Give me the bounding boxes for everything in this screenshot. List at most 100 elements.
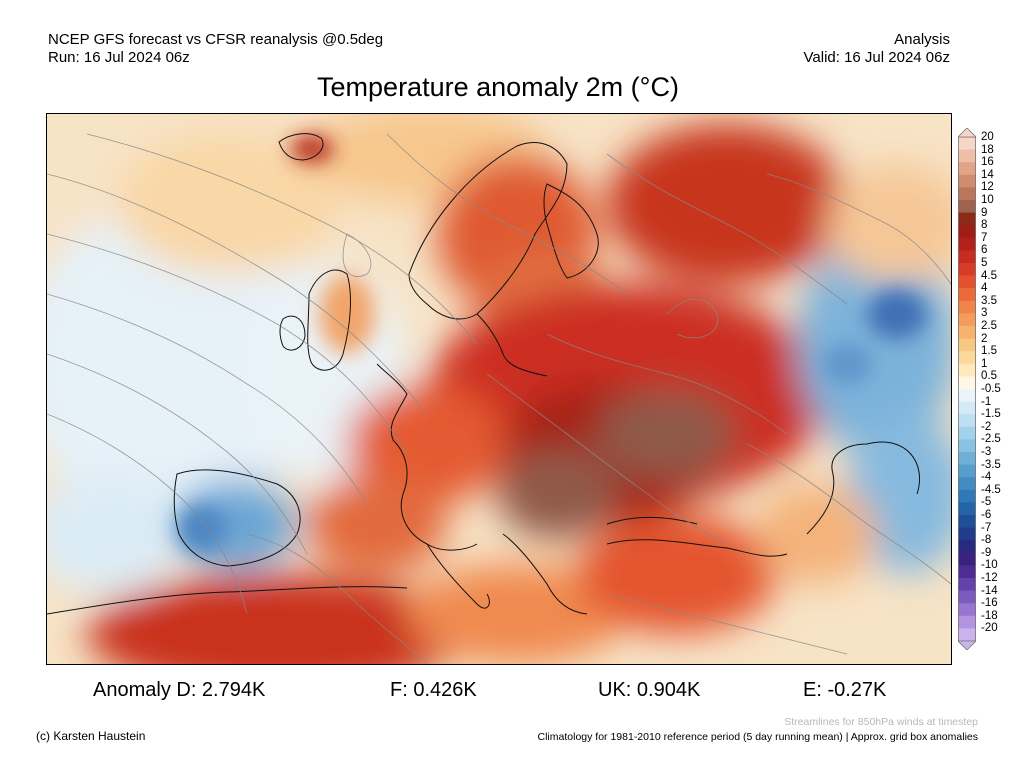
colorbar-swatch bbox=[958, 363, 976, 377]
colorbar-bottom-arrow bbox=[958, 640, 976, 650]
map-title: Temperature anomaly 2m (°C) bbox=[317, 72, 679, 102]
colorbar-label: 16 bbox=[981, 156, 994, 169]
colorbar-label: 2.5 bbox=[981, 320, 997, 332]
anomaly-map-svg bbox=[47, 114, 951, 664]
colorbar-swatch bbox=[958, 275, 976, 289]
colorbar-swatch bbox=[958, 288, 976, 302]
colorbar-swatch bbox=[958, 439, 976, 453]
colorbar-label: -16 bbox=[981, 597, 998, 610]
colorbar-label: 1.5 bbox=[981, 345, 997, 358]
colorbar-label: -2 bbox=[981, 420, 992, 433]
colorbar-label: -18 bbox=[981, 609, 998, 622]
colorbar-swatch bbox=[958, 237, 976, 251]
colorbar-swatch bbox=[958, 552, 976, 566]
colorbar-swatch bbox=[958, 149, 976, 163]
colorbar-swatch bbox=[958, 628, 976, 642]
climatology-note: Climatology for 1981-2010 reference peri… bbox=[537, 731, 978, 743]
stat-uk-anomaly: UK: 0.904K bbox=[598, 679, 701, 701]
model-run-title: NCEP GFS forecast vs CFSR reanalysis @0.… bbox=[48, 31, 384, 48]
colorbar-label: 0.5 bbox=[981, 370, 997, 383]
colorbar-swatch bbox=[958, 200, 976, 214]
colorbar-label: 9 bbox=[981, 206, 988, 219]
colorbar-label: -9 bbox=[981, 546, 992, 559]
colorbar-swatch bbox=[958, 489, 976, 503]
colorbar-swatch bbox=[958, 502, 976, 516]
valid-time: Valid: 16 Jul 2024 06z bbox=[803, 49, 951, 66]
colorbar-label: -3.5 bbox=[981, 458, 1001, 471]
colorbar-label: -10 bbox=[981, 559, 998, 572]
colorbar-label: -6 bbox=[981, 509, 992, 521]
colorbar-label: 1 bbox=[981, 357, 988, 370]
colorbar-swatch bbox=[958, 401, 976, 415]
coastlines bbox=[47, 133, 921, 615]
colorbar-swatch bbox=[958, 263, 976, 277]
colorbar-label: -8 bbox=[981, 534, 992, 547]
colorbar-label: -5 bbox=[981, 496, 992, 509]
colorbar-label: 4 bbox=[981, 282, 988, 295]
colorbar-label: -2.5 bbox=[981, 433, 1001, 446]
colorbar-label: -0.5 bbox=[981, 383, 1001, 395]
colorbar-swatch bbox=[958, 187, 976, 201]
colorbar-label: 2 bbox=[981, 332, 988, 345]
colorbar-swatch bbox=[958, 464, 976, 478]
colorbar-label: 4.5 bbox=[981, 269, 997, 282]
colorbar-label: 10 bbox=[981, 194, 994, 206]
colorbar-label: 5 bbox=[981, 257, 988, 269]
copyright-credit: (c) Karsten Haustein bbox=[36, 729, 146, 743]
anomaly-detail bbox=[177, 135, 927, 554]
stat-france-anomaly: F: 0.426K bbox=[390, 679, 477, 701]
colorbar-swatch bbox=[958, 540, 976, 554]
colorbar-swatch bbox=[958, 338, 976, 352]
stat-domain-anomaly: Anomaly D: 2.794K bbox=[93, 679, 266, 701]
colorbar-label: -1 bbox=[981, 395, 992, 408]
colorbar-swatch bbox=[958, 326, 976, 340]
colorbar-swatch bbox=[958, 300, 976, 314]
colorbar-swatch bbox=[958, 578, 976, 592]
colorbar-label: -7 bbox=[981, 521, 992, 534]
colorbar-swatch bbox=[958, 212, 976, 226]
colorbar-swatch bbox=[958, 527, 976, 541]
anomaly-map bbox=[46, 113, 952, 665]
product-type: Analysis bbox=[894, 31, 950, 48]
colorbar-label: -14 bbox=[981, 584, 998, 597]
run-time: Run: 16 Jul 2024 06z bbox=[48, 49, 190, 66]
colorbar-swatch bbox=[958, 351, 976, 365]
colorbar-swatch bbox=[958, 565, 976, 579]
colorbar-swatch bbox=[958, 162, 976, 176]
colorbar-top-arrow bbox=[958, 128, 976, 138]
colorbar-label: 20 bbox=[981, 131, 994, 143]
anomaly-field bbox=[47, 114, 951, 664]
colorbar-swatch bbox=[958, 615, 976, 629]
streamlines bbox=[47, 133, 951, 664]
colorbar-label: 14 bbox=[981, 168, 994, 181]
colorbar-label: -1.5 bbox=[981, 408, 1001, 421]
colorbar-swatch bbox=[958, 376, 976, 390]
colorbar-label: -20 bbox=[981, 622, 998, 635]
anomaly-stats: Anomaly D: 2.794K F: 0.426K UK: 0.904K E… bbox=[0, 679, 1024, 707]
colorbar-label: 6 bbox=[981, 244, 988, 257]
colorbar-label: -4.5 bbox=[981, 483, 1001, 496]
colorbar-swatch bbox=[958, 137, 976, 151]
colorbar-label: 8 bbox=[981, 219, 988, 232]
colorbar-swatch bbox=[958, 477, 976, 491]
colorbar-swatch bbox=[958, 250, 976, 264]
streamline-note: Streamlines for 850hPa winds at timestep bbox=[784, 716, 978, 728]
colorbar-swatch bbox=[958, 414, 976, 428]
colorbar-label: -12 bbox=[981, 572, 998, 584]
colorbar bbox=[958, 128, 976, 650]
colorbar-label: -3 bbox=[981, 446, 992, 458]
stat-spain-anomaly: E: -0.27K bbox=[803, 679, 887, 701]
colorbar-label: 7 bbox=[981, 231, 988, 244]
colorbar-swatch bbox=[958, 174, 976, 188]
colorbar-label: 18 bbox=[981, 143, 994, 156]
colorbar-swatch bbox=[958, 603, 976, 617]
colorbar-swatch bbox=[958, 313, 976, 327]
colorbar-swatch bbox=[958, 389, 976, 403]
colorbar-swatch bbox=[958, 225, 976, 239]
colorbar-label: -4 bbox=[981, 471, 992, 484]
colorbar-swatch bbox=[958, 515, 976, 529]
colorbar-label: 12 bbox=[981, 181, 994, 194]
colorbar-swatch bbox=[958, 590, 976, 604]
colorbar-label: 3 bbox=[981, 307, 988, 320]
colorbar-label: 3.5 bbox=[981, 294, 997, 307]
